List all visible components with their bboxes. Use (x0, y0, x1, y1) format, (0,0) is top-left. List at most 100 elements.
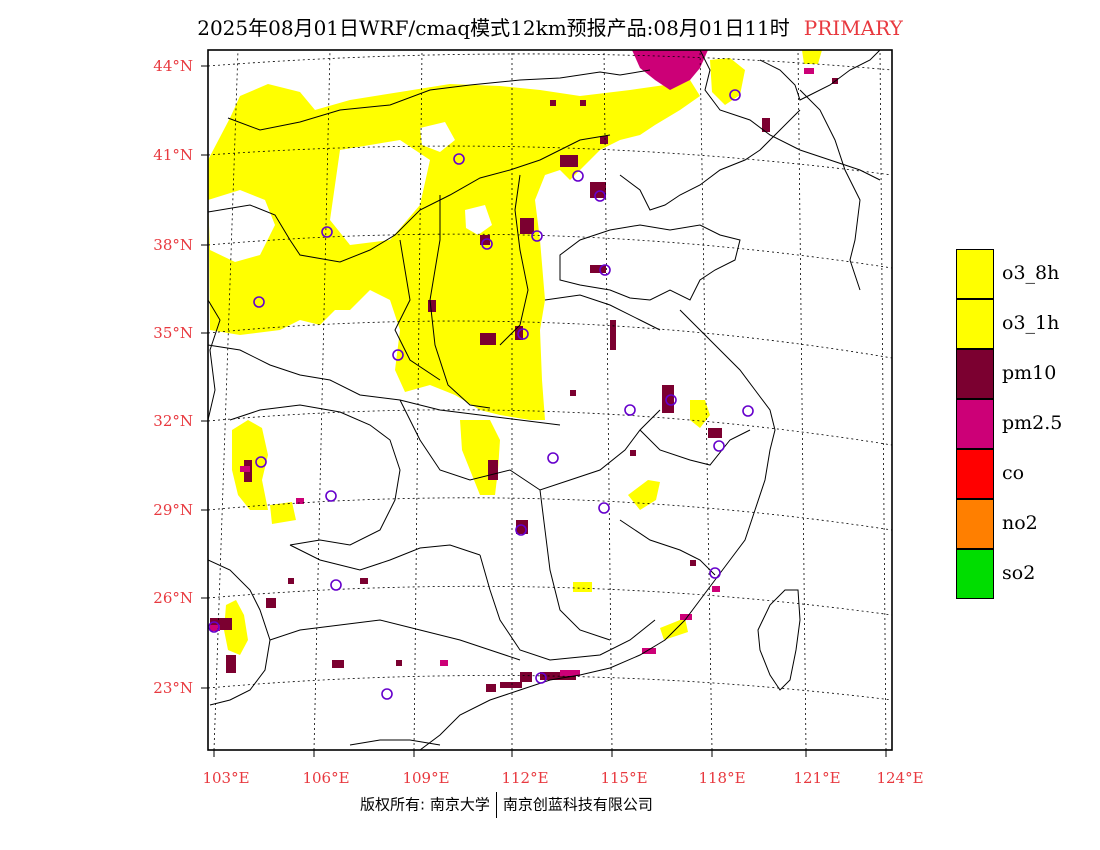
station-marker (325, 490, 337, 502)
station-marker (742, 405, 754, 417)
station-marker (594, 190, 606, 202)
title-text: 2025年08月01日WRF/cmaq模式12km预报产品:08月01日11时 (197, 16, 790, 40)
graticule (208, 50, 892, 750)
ozone-coast-patch (628, 480, 660, 510)
pm10-cell (590, 182, 606, 198)
korea-outline (799, 89, 861, 291)
legend-label: so2 (1002, 562, 1036, 584)
station-marker (481, 238, 493, 250)
longitude-line (879, 50, 887, 750)
pm25-cell (680, 614, 692, 620)
clear-patch-2 (330, 140, 430, 245)
footer-divider (495, 792, 497, 818)
pm10-cell (516, 520, 528, 534)
station-marker (665, 394, 677, 406)
pm25-cell (712, 586, 720, 592)
lon-label: 121°E (793, 769, 840, 787)
yunnan-boundary (208, 559, 271, 706)
station-marker (531, 230, 543, 242)
pm10-cell (488, 460, 498, 480)
north-border (227, 69, 651, 131)
longitude-labels: 103°E 106°E 109°E 112°E 115°E 118°E 121°… (202, 769, 923, 787)
pm25-cells (210, 50, 814, 676)
pm10-cell (486, 684, 496, 692)
station-marker (255, 456, 267, 468)
longitude-line (797, 50, 807, 750)
latitude-labels: 44°N 41°N 38°N 35°N 32°N 29°N 26°N 23°N (153, 57, 193, 697)
station-marker (453, 153, 465, 165)
station-marker (709, 567, 721, 579)
ozone-far-southwest (224, 600, 248, 655)
pm10-cell (600, 136, 608, 144)
station-marker (515, 524, 527, 536)
sichuan-boundary (229, 404, 401, 546)
pm10-cell (762, 118, 770, 132)
longitude-line (699, 50, 713, 750)
legend-swatch (956, 349, 994, 399)
lon-label: 112°E (501, 769, 548, 787)
northeast-outline (759, 50, 881, 101)
longitude-line (413, 50, 423, 750)
central-boundary-2 (544, 294, 661, 331)
pm25-cell (642, 648, 656, 654)
shanxi-hebei-boundary (499, 174, 529, 346)
shanxi-shaanxi-boundary (429, 195, 491, 409)
legend-label: pm10 (1002, 362, 1057, 384)
legend-swatch (956, 249, 994, 299)
pm10-cell (708, 428, 722, 438)
pm10-cells (210, 78, 838, 692)
hainan-coast (349, 739, 441, 746)
station-marker (729, 89, 741, 101)
pm10-cell (630, 450, 636, 456)
pm10-cell (396, 660, 402, 666)
station-marker (253, 296, 265, 308)
central-boundary-1 (208, 344, 561, 426)
map-title: 2025年08月01日WRF/cmaq模式12km预报产品:08月01日11时 P… (0, 12, 1100, 41)
map-frame (207, 49, 893, 751)
station-marker (321, 226, 333, 238)
legend-swatch (956, 499, 994, 549)
primary-tag: PRIMARY (803, 16, 903, 40)
station-marker (599, 264, 611, 276)
legend-label: pm2.5 (1002, 412, 1063, 434)
station-marker (598, 502, 610, 514)
pm25-northeast-block (632, 50, 708, 90)
lon-label: 106°E (302, 769, 349, 787)
pm10-cell (500, 682, 522, 688)
pm25-cell (296, 498, 304, 504)
lat-label: 44°N (153, 57, 193, 75)
shandong-outline (559, 224, 741, 301)
legend-label: co (1002, 462, 1025, 484)
legend-label: no2 (1002, 512, 1038, 534)
lon-label: 115°E (600, 769, 647, 787)
northeast-boundary (699, 50, 881, 181)
pm10-cell (266, 598, 276, 608)
pm10-cell (690, 560, 696, 566)
pm10-cell (288, 578, 294, 584)
boundaries (208, 50, 881, 750)
pm10-cell (560, 155, 578, 167)
legend-label: o3_1h (1002, 312, 1060, 334)
pm10-cell (550, 100, 556, 106)
pm10-cell (610, 320, 616, 350)
station-marker (392, 349, 404, 361)
pm10-cell (580, 100, 586, 106)
inner-mongolia-boundary (208, 134, 611, 263)
west-boundary (208, 299, 221, 421)
station-marker (330, 579, 342, 591)
station-marker (547, 452, 559, 464)
lon-label: 103°E (202, 769, 249, 787)
pm10-cell (520, 218, 534, 234)
clear-patch-4 (465, 205, 492, 235)
pm25-cell (804, 68, 814, 74)
zhejiang-boundary (639, 429, 751, 466)
copyright-footer: 版权所有: 南京大学 南京创蓝科技有限公司 (360, 792, 653, 818)
pm25-cell (210, 625, 220, 631)
axis-ticks (201, 65, 887, 757)
station-markers (208, 89, 754, 700)
lat-label: 32°N (153, 412, 193, 430)
ozone-small-4 (270, 502, 296, 524)
lat-label: 41°N (153, 146, 193, 164)
pm10-cell (570, 390, 576, 396)
pm10-cell (226, 655, 236, 673)
